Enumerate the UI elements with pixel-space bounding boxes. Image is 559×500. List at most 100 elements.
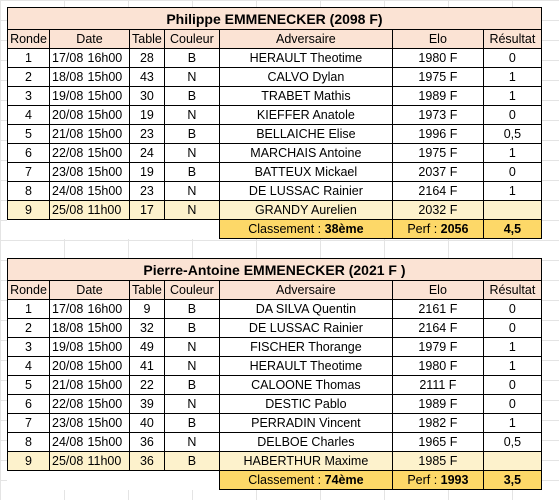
cell-couleur: B	[163, 375, 220, 395]
perf-value: 1993	[440, 473, 469, 487]
cell-date: 24/08	[49, 432, 86, 452]
cell-date: 25/08	[49, 451, 86, 471]
cell-elo: 2032 F	[391, 200, 484, 220]
cell-heure: 15h00	[85, 394, 130, 414]
cell-adversaire: DESTIC Pablo	[218, 394, 393, 414]
cell-table: 23	[129, 124, 165, 144]
cell-couleur: N	[163, 394, 220, 414]
cell-adversaire: DELBOE Charles	[218, 432, 393, 452]
cell-ronde: 8	[7, 181, 50, 201]
cell-couleur: B	[163, 299, 220, 319]
cell-elo: 1996 F	[391, 124, 484, 144]
cell-resultat: 1	[482, 356, 542, 376]
header-date: Date	[49, 29, 130, 49]
cell-date: 18/08	[49, 318, 86, 338]
header-elo: Elo	[391, 29, 484, 49]
cell-resultat	[482, 451, 542, 471]
cell-ronde: 2	[7, 67, 50, 87]
cell-resultat: 1	[482, 143, 542, 163]
cell-table: 43	[129, 67, 165, 87]
cell-couleur: N	[163, 143, 220, 163]
cell-elo: 2111 F	[391, 375, 484, 395]
cell-elo: 1965 F	[391, 432, 484, 452]
cell-resultat: 0,5	[482, 432, 542, 452]
header-elo: Elo	[391, 280, 484, 300]
cell-table: 22	[129, 375, 165, 395]
cell-resultat: 0	[482, 105, 542, 125]
cell-table: 9	[129, 299, 165, 319]
cell-resultat: 0	[482, 299, 542, 319]
column-header-row: Ronde Date Table Couleur Adversaire Elo Résult…	[7, 29, 542, 49]
perf-cell: Perf : 1993	[391, 470, 484, 490]
cell-elo: 1973 F	[391, 105, 484, 125]
classement-cell: Classement : 38ème	[218, 219, 393, 239]
cell-couleur: B	[163, 48, 220, 68]
cell-ronde: 8	[7, 432, 50, 452]
cell-table: 17	[129, 200, 165, 220]
column-header-row: Ronde Date Table Couleur Adversaire Elo Résult…	[7, 280, 542, 300]
perf-value: 2056	[440, 222, 469, 236]
cell-heure: 15h00	[85, 143, 130, 163]
cell-couleur: B	[163, 318, 220, 338]
cell-date: 20/08	[49, 356, 86, 376]
cell-date: 24/08	[49, 181, 86, 201]
cell-table: 32	[129, 318, 165, 338]
player-title: Philippe EMMENECKER (2098 F)	[7, 7, 542, 30]
cell-table: 23	[129, 181, 165, 201]
cell-ronde: 3	[7, 86, 50, 106]
classement-value: 74ème	[324, 473, 364, 487]
cell-table: 28	[129, 48, 165, 68]
cell-ronde: 7	[7, 162, 50, 182]
cell-resultat: 0	[482, 394, 542, 414]
round-row: 5 21/08 15h00 23 B BELLAICHE Elise 1996 F 0,5	[7, 124, 542, 144]
cell-adversaire: BELLAICHE Elise	[218, 124, 393, 144]
cell-heure: 15h00	[85, 432, 130, 452]
header-couleur: Couleur	[163, 280, 220, 300]
total-score: 4,5	[482, 219, 542, 239]
cell-heure: 11h00	[85, 200, 130, 220]
cell-resultat: 1	[482, 413, 542, 433]
cell-heure: 15h00	[85, 375, 130, 395]
results-table-pierre-antoine: Pierre-Antoine EMMENECKER (2021 F ) Ronde…	[7, 258, 542, 490]
cell-adversaire: HERAULT Theotime	[218, 48, 393, 68]
cell-adversaire: GRANDY Aurelien	[218, 200, 393, 220]
cell-table: 40	[129, 413, 165, 433]
cell-resultat: 1	[482, 337, 542, 357]
cell-date: 22/08	[49, 143, 86, 163]
cell-elo: 1980 F	[391, 48, 484, 68]
cell-heure: 15h00	[85, 356, 130, 376]
cell-date: 19/08	[49, 337, 86, 357]
cell-date: 19/08	[49, 86, 86, 106]
cell-adversaire: TRABET Mathis	[218, 86, 393, 106]
cell-elo: 1979 F	[391, 337, 484, 357]
cell-ronde: 2	[7, 318, 50, 338]
cell-date: 18/08	[49, 67, 86, 87]
cell-ronde: 5	[7, 124, 50, 144]
cell-heure: 15h00	[85, 86, 130, 106]
cell-elo: 1989 F	[391, 86, 484, 106]
cell-couleur: B	[163, 413, 220, 433]
header-couleur: Couleur	[163, 29, 220, 49]
cell-date: 23/08	[49, 162, 86, 182]
cell-adversaire: CALVO Dylan	[218, 67, 393, 87]
player-title-row: Philippe EMMENECKER (2098 F)	[7, 7, 542, 30]
cell-couleur: N	[163, 67, 220, 87]
cell-heure: 15h00	[85, 162, 130, 182]
cell-table: 19	[129, 105, 165, 125]
cell-ronde: 9	[7, 200, 50, 220]
header-table: Table	[129, 280, 165, 300]
cell-table: 49	[129, 337, 165, 357]
header-ronde: Ronde	[7, 280, 50, 300]
cell-adversaire: CALOONE Thomas	[218, 375, 393, 395]
cell-resultat: 1	[482, 67, 542, 87]
cell-couleur: N	[163, 356, 220, 376]
cell-heure: 15h00	[85, 105, 130, 125]
cell-ronde: 6	[7, 394, 50, 414]
